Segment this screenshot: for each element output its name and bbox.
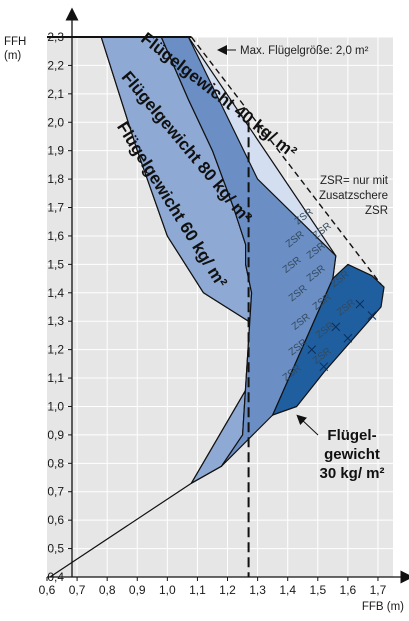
region-3: [272, 263, 385, 416]
y-tick-label: 1,2: [47, 343, 64, 357]
y-tick-label: 2,0: [47, 115, 64, 129]
y-tick-label: 0,7: [47, 485, 64, 499]
x-tick-label: 1,1: [189, 583, 206, 597]
zsr-annotation-line: ZSR= nur mit: [320, 175, 389, 187]
label-30-line: Flügel-: [327, 427, 376, 444]
y-tick-label: 0,8: [47, 456, 64, 470]
x-tick-label: 1,4: [279, 583, 296, 597]
x-tick-label: 0,7: [69, 583, 86, 597]
zsr-annotation-line: ZSR: [365, 205, 388, 217]
y-tick-label: 2,2: [47, 58, 64, 72]
x-axis-title: FFB (m): [362, 601, 404, 613]
y-tick-label: 1,6: [47, 229, 64, 243]
crosshatch-mark: [343, 333, 353, 343]
y-tick-label: 0,4: [47, 570, 64, 584]
y-tick-label: 1,9: [47, 144, 64, 158]
label-30-line: 30 kg/ m²: [319, 465, 384, 482]
x-tick-label: 1,3: [249, 583, 266, 597]
y-tick-label: 1,4: [47, 286, 64, 300]
crosshatch-mark: [307, 345, 317, 354]
y-tick-label: 0,6: [47, 513, 64, 527]
label-30-line: gewicht: [324, 446, 380, 463]
crosshatch-mark: [319, 362, 329, 372]
y-tick-label: 1,3: [47, 314, 64, 328]
crosshatch-mark: [367, 311, 377, 320]
x-tick-label: 1,7: [370, 583, 387, 597]
x-tick-label: 0,6: [39, 583, 56, 597]
y-tick-label: 1,8: [47, 172, 64, 186]
y-tick-label: 1,5: [47, 257, 64, 271]
y-tick-label: 1,1: [47, 371, 64, 385]
y-tick-label: 0,5: [47, 542, 64, 556]
y-axis-unit: (m): [4, 50, 21, 62]
x-tick-label: 1,5: [309, 583, 326, 597]
crosshatch-mark: [355, 299, 365, 309]
y-tick-label: 2,1: [47, 87, 64, 101]
zsr-annotation-line: Zusatzschere: [319, 190, 388, 202]
y-tick-label: 0,9: [47, 428, 64, 442]
x-tick-label: 0,8: [99, 583, 116, 597]
crosshatch-mark: [331, 322, 341, 332]
max-size-annotation: Max. Flügelgröße: 2,0 m²: [240, 45, 369, 57]
label-30-arrow: [296, 414, 319, 436]
y-tick-label: 1,0: [47, 399, 64, 413]
x-tick-label: 1,6: [340, 583, 357, 597]
y-axis-title: FFH: [4, 36, 26, 48]
axes: 0,6 0,7 0,8 0,9 1,0 1,1 1,2 1,3 1,4 1,5 1,6 1,70,40…: [4, 7, 409, 613]
x-tick-label: 0,9: [129, 583, 146, 597]
y-tick-label: 2,3: [47, 30, 64, 44]
x-tick-label: 1,2: [219, 583, 236, 597]
x-tick-label: 1,0: [159, 583, 176, 597]
y-tick-label: 1,7: [47, 201, 64, 215]
max-size-line: [190, 36, 382, 285]
